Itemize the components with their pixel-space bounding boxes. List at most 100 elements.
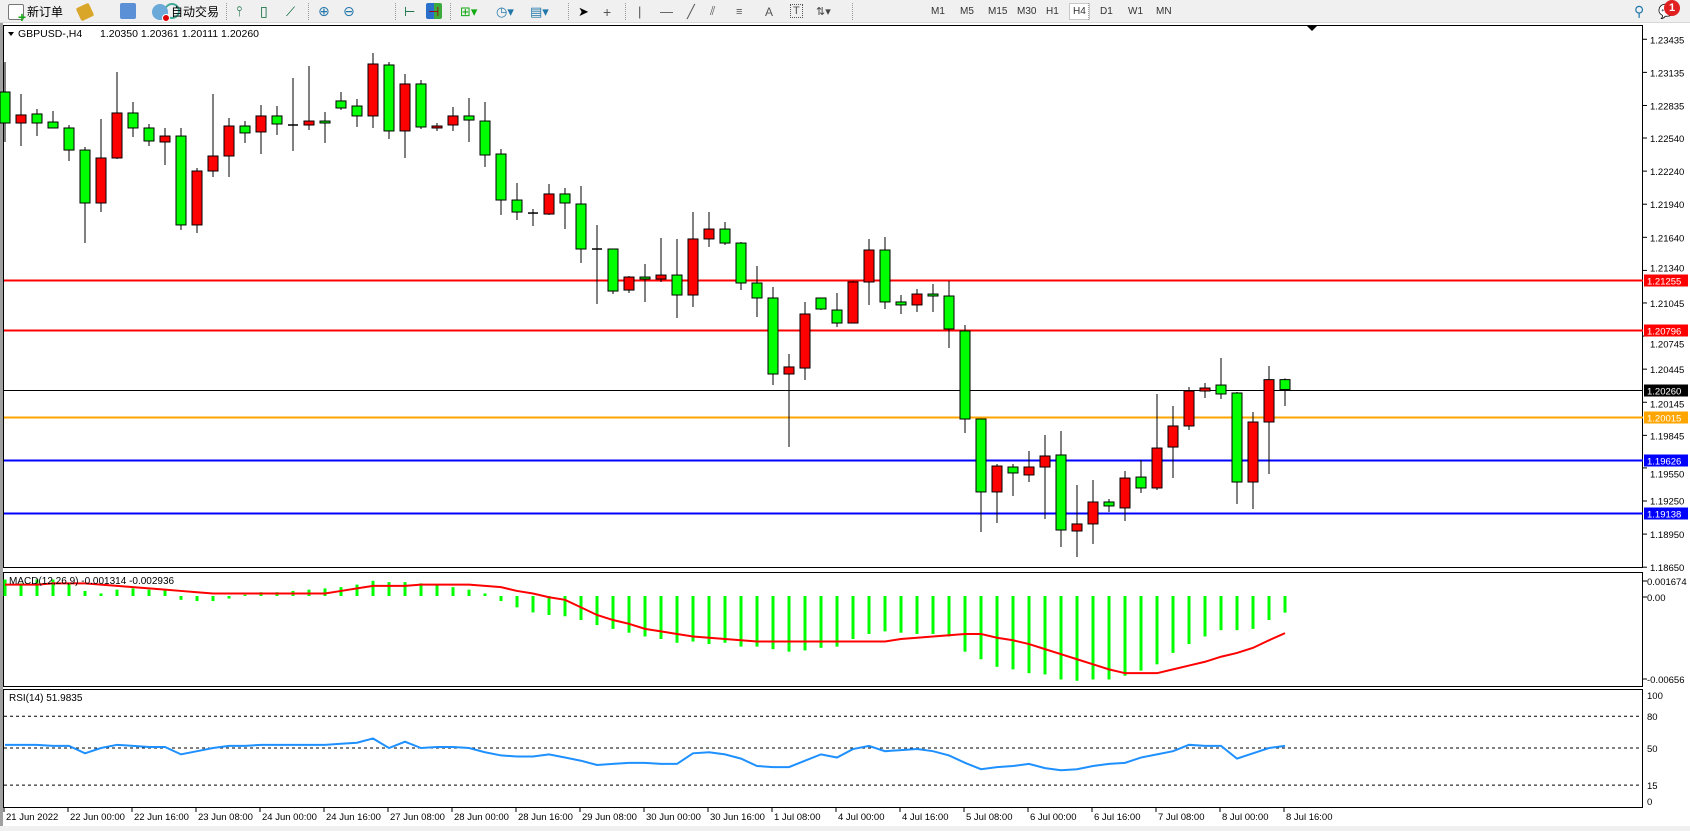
candle[interactable] xyxy=(1263,365,1275,474)
candle[interactable] xyxy=(351,98,363,127)
market-watch-icon[interactable] xyxy=(75,2,95,22)
candle[interactable] xyxy=(127,101,139,138)
candle[interactable] xyxy=(335,92,347,110)
timeframe-m15[interactable]: M15 xyxy=(988,6,1008,17)
candle[interactable] xyxy=(383,62,395,140)
timeframe-mn[interactable]: MN xyxy=(1156,6,1172,17)
candle[interactable] xyxy=(863,238,875,305)
bar-chart-icon[interactable]: ⫯ xyxy=(236,3,243,19)
candle[interactable] xyxy=(528,208,538,226)
candle[interactable] xyxy=(1231,391,1243,504)
candle[interactable] xyxy=(735,241,747,291)
candle[interactable] xyxy=(607,248,619,295)
candle[interactable] xyxy=(559,187,571,230)
candle[interactable] xyxy=(1103,499,1115,513)
vertical-line-icon[interactable]: | xyxy=(638,4,642,19)
text-label-icon[interactable]: T xyxy=(790,4,803,18)
candle[interactable] xyxy=(991,464,1003,523)
candle[interactable] xyxy=(879,236,891,310)
candle[interactable] xyxy=(111,72,123,159)
candle[interactable] xyxy=(31,109,43,137)
candle[interactable] xyxy=(959,325,971,434)
candle[interactable] xyxy=(1071,484,1083,558)
candle[interactable] xyxy=(463,97,475,142)
candle[interactable] xyxy=(719,221,731,246)
cursor-icon[interactable]: ➤ xyxy=(578,3,589,19)
timeframe-h1[interactable]: H1 xyxy=(1046,6,1059,17)
candle[interactable] xyxy=(191,168,203,234)
candle[interactable] xyxy=(943,281,955,348)
candle[interactable] xyxy=(143,124,155,146)
candle[interactable] xyxy=(1279,378,1291,407)
timeframe-d1[interactable]: D1 xyxy=(1100,6,1113,17)
candle[interactable] xyxy=(927,283,939,313)
candle[interactable] xyxy=(1087,480,1099,545)
line-chart-icon[interactable]: ⟋ xyxy=(286,3,296,19)
candle[interactable] xyxy=(895,295,907,314)
candle[interactable] xyxy=(415,79,427,129)
candle[interactable] xyxy=(1055,431,1067,547)
candle[interactable] xyxy=(671,238,683,318)
candle[interactable] xyxy=(1023,451,1035,483)
candle[interactable] xyxy=(623,276,635,294)
candle[interactable] xyxy=(0,62,11,142)
candle[interactable] xyxy=(975,418,987,532)
tile-windows-icon[interactable] xyxy=(426,3,443,19)
candle[interactable] xyxy=(207,93,219,177)
candle[interactable] xyxy=(575,186,587,264)
fibonacci-icon[interactable]: ≡ xyxy=(736,5,743,18)
candle[interactable] xyxy=(911,288,923,313)
candle[interactable] xyxy=(223,118,235,177)
candle[interactable] xyxy=(592,224,602,304)
candle[interactable] xyxy=(655,237,667,282)
templates-icon[interactable]: ▤▾ xyxy=(530,3,549,19)
timeframe-m5[interactable]: M5 xyxy=(960,6,974,17)
candle[interactable] xyxy=(288,78,298,152)
candle[interactable] xyxy=(47,110,59,129)
candlestick-icon[interactable]: ▯ xyxy=(260,3,268,19)
candle[interactable] xyxy=(447,107,459,131)
candle[interactable] xyxy=(63,125,75,161)
candle[interactable] xyxy=(159,127,171,166)
candle[interactable] xyxy=(799,301,811,380)
candle[interactable] xyxy=(95,119,107,213)
zoom-out-icon[interactable]: ⊖ xyxy=(343,3,355,19)
trendline-icon[interactable]: ╱ xyxy=(687,3,695,19)
autoscroll-icon[interactable]: ⊢ xyxy=(404,3,416,19)
add-indicator-icon[interactable]: ⊞▾ xyxy=(460,3,478,19)
equidistant-channel-icon[interactable]: ⫽ xyxy=(710,4,716,18)
candle[interactable] xyxy=(687,212,699,308)
candle[interactable] xyxy=(1183,387,1195,430)
candle[interactable] xyxy=(1247,411,1259,510)
crosshair-icon[interactable]: + xyxy=(603,3,612,20)
candle[interactable] xyxy=(255,105,267,155)
candle[interactable] xyxy=(271,106,283,136)
candle[interactable] xyxy=(239,121,251,143)
periods-icon[interactable]: ◷▾ xyxy=(496,3,514,19)
candle[interactable] xyxy=(1007,464,1019,497)
auto-trading-button[interactable]: 自动交易 xyxy=(152,2,219,22)
candle[interactable] xyxy=(175,127,187,231)
candle[interactable] xyxy=(831,293,843,328)
timeframe-m1[interactable]: M1 xyxy=(931,6,945,17)
horizontal-line-icon[interactable]: — xyxy=(660,4,673,19)
candle[interactable] xyxy=(495,149,507,216)
text-icon[interactable]: A xyxy=(765,4,774,19)
candle[interactable] xyxy=(847,281,859,324)
candle[interactable] xyxy=(767,286,779,386)
zoom-in-icon[interactable]: ⊕ xyxy=(318,3,330,19)
candle[interactable] xyxy=(751,265,763,317)
candle[interactable] xyxy=(511,183,523,220)
candle[interactable] xyxy=(815,297,827,311)
arrows-icon[interactable]: ⇅▾ xyxy=(816,6,831,18)
candle[interactable] xyxy=(783,354,795,448)
macd-panel[interactable] xyxy=(3,572,1643,687)
chart-menu-triangle-icon[interactable] xyxy=(8,32,14,36)
candle[interactable] xyxy=(1039,435,1051,519)
main-panel[interactable] xyxy=(3,25,1643,568)
candle[interactable] xyxy=(703,212,715,248)
candle[interactable] xyxy=(303,65,315,130)
timeframe-h4[interactable]: H4 xyxy=(1069,3,1090,20)
candle[interactable] xyxy=(479,101,491,168)
